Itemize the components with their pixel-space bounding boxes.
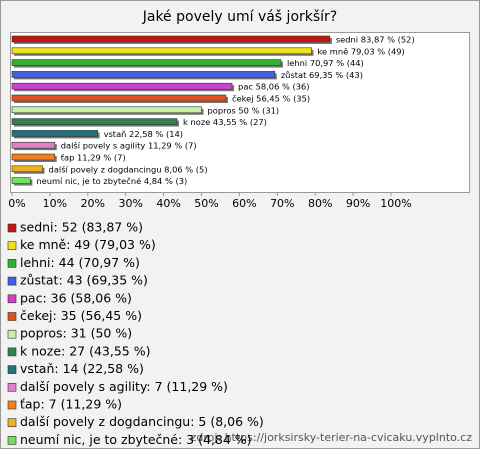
value-label: ťap 11,29 % (7)	[61, 153, 126, 163]
legend-label: sedni: 52 (83,87 %)	[20, 220, 143, 235]
bar	[11, 141, 56, 149]
x-tick-label: 30%	[118, 197, 142, 210]
source: zdroj: https://jorksirsky-terier-na-cvic…	[191, 431, 473, 444]
legend-label: zůstat: 43 (69,35 %)	[20, 273, 148, 288]
x-tick-label: 90%	[346, 197, 370, 210]
legend-swatch	[7, 312, 17, 321]
bar	[11, 106, 202, 114]
value-label: neumí nic, je to zbytečné 4,84 % (3)	[36, 176, 187, 186]
legend-swatch	[7, 259, 17, 268]
bar	[11, 35, 331, 43]
legend-swatch	[7, 436, 17, 445]
x-tick-label: 20%	[81, 197, 105, 210]
chart-title: Jaké povely umí váš jorkšír?	[142, 9, 338, 25]
value-label: sedni 83,87 % (52)	[336, 35, 415, 45]
value-label: lehni 70,97 % (44)	[287, 58, 364, 68]
legend-label: popros: 31 (50 %)	[20, 326, 132, 341]
legend-swatch	[7, 365, 17, 374]
legend-swatch	[7, 294, 17, 304]
x-tick-label: 40%	[156, 197, 180, 210]
legend-label: čekej: 35 (56,45 %)	[20, 308, 142, 323]
bar	[11, 118, 178, 125]
value-label: popros 50 % (31)	[208, 105, 280, 115]
legend-swatch	[7, 347, 17, 357]
legend-swatch	[7, 276, 17, 286]
legend-label: další povely z dogdancingu: 5 (8,06 %)	[20, 414, 264, 429]
legend-label: další povely s agility: 7 (11,29 %)	[20, 379, 228, 394]
bar	[11, 177, 31, 184]
legend-label: pac: 36 (58,06 %)	[20, 290, 132, 305]
legend-swatch	[7, 382, 17, 392]
legend-swatch	[7, 241, 17, 250]
legend-swatch	[7, 418, 17, 428]
bar	[11, 82, 233, 90]
x-tick-label: 10%	[43, 197, 67, 210]
bar	[11, 94, 227, 102]
bar	[11, 130, 98, 137]
value-label: zůstat 69,35 % (43)	[281, 70, 363, 80]
x-tick-label: 70%	[270, 197, 294, 210]
value-label: další povely s agility 11,29 % (7)	[61, 141, 197, 151]
bar	[11, 47, 312, 55]
bar	[11, 71, 276, 78]
bar	[11, 59, 282, 66]
legend-label: k noze: 27 (43,55 %)	[20, 343, 151, 358]
x-tick-label: 100%	[380, 197, 411, 210]
value-label: čekej 56,45 % (35)	[232, 94, 310, 104]
bar	[11, 153, 56, 161]
legend-label: ťap: 7 (11,29 %)	[20, 397, 122, 412]
value-label: ke mně 79,03 % (49)	[318, 46, 405, 56]
legend-label: ke mně: 49 (79,03 %)	[20, 237, 156, 252]
value-label: vstaň 22,58 % (14)	[104, 129, 183, 139]
value-label: k noze 43,55 % (27)	[183, 117, 267, 127]
x-tick-label: 0%	[8, 197, 25, 210]
value-label: další povely z dogdancingu 8,06 % (5)	[49, 164, 208, 174]
value-label: pac 58,06 % (36)	[238, 82, 310, 92]
legend-swatch	[7, 223, 17, 233]
legend-label: neumí nic, je to zbytečné: 3 (4,84 %)	[20, 432, 252, 447]
legend-label: vstaň: 14 (22,58 %)	[20, 361, 144, 376]
x-tick-label: 80%	[308, 197, 332, 210]
legend-swatch	[7, 329, 17, 339]
x-tick-label: 50%	[194, 197, 218, 210]
x-tick-label: 60%	[232, 197, 256, 210]
legend-swatch	[7, 400, 17, 410]
bar	[11, 165, 43, 173]
legend-label: lehni: 44 (70,97 %)	[20, 255, 140, 270]
